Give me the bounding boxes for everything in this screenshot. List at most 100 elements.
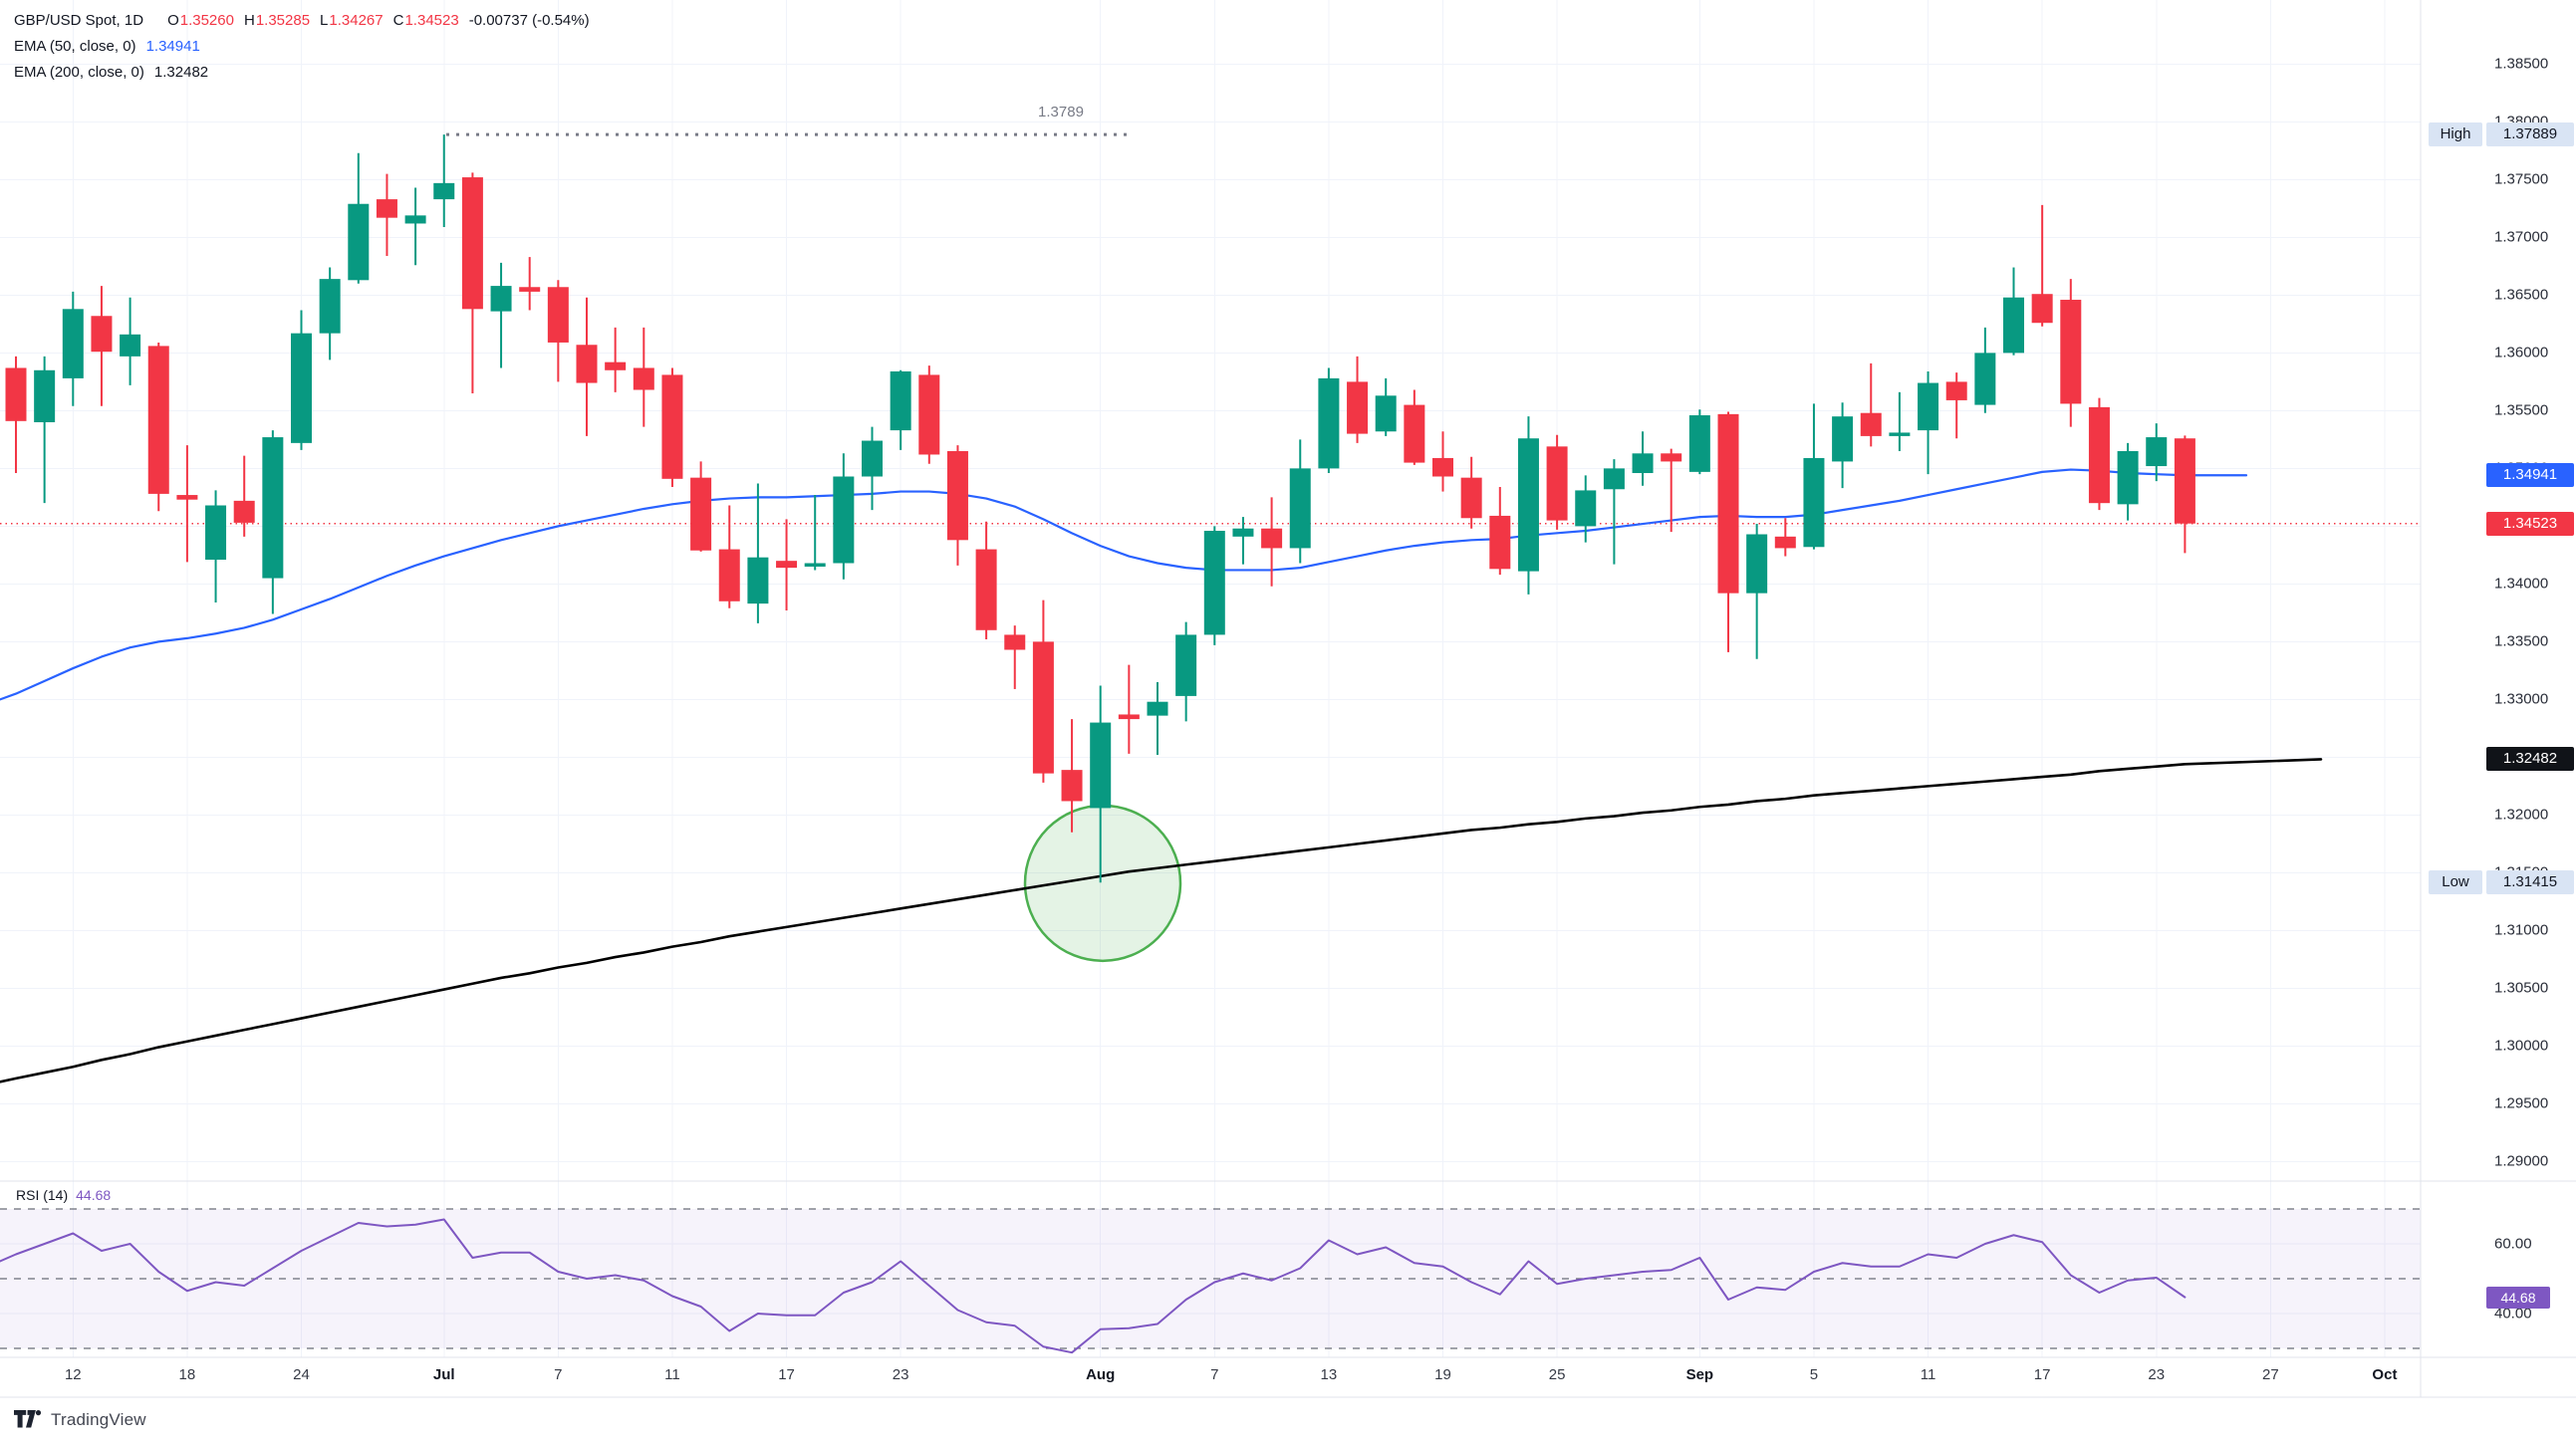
candle-jul-9: [605, 327, 627, 392]
date-tick-label[interactable]: 18: [178, 1366, 196, 1383]
price-tick-label[interactable]: 1.33000: [2494, 690, 2549, 708]
date-tick-label[interactable]: 11: [1920, 1366, 1936, 1383]
candle-jul-14: [690, 461, 712, 552]
price-badge-red: 1.34523: [2486, 511, 2574, 536]
price-tick-label[interactable]: 1.36000: [2494, 344, 2549, 361]
date-tick-label[interactable]: 7: [1210, 1366, 1219, 1383]
rsi-value: 44.68: [76, 1187, 112, 1203]
candle-aug-5: [1147, 681, 1168, 756]
candle-jun-30: [404, 187, 426, 266]
ema50-line[interactable]: [0, 468, 2248, 701]
price-badge-blue: 1.34941: [2486, 463, 2574, 488]
candle-aug-12: [1289, 439, 1311, 564]
price-tick-label[interactable]: 1.30000: [2494, 1037, 2549, 1055]
circle-annotation[interactable]: [1023, 804, 1182, 963]
date-tick-label[interactable]: Aug: [1086, 1366, 1116, 1383]
high-annotation-label[interactable]: 1.3789: [1038, 104, 1084, 121]
candle-sep-8: [1832, 402, 1854, 489]
candle-jul-17: [776, 519, 798, 611]
price-tick-label[interactable]: 1.37000: [2494, 228, 2549, 246]
rsi-legend-row[interactable]: RSI (14) 44.68: [16, 1187, 111, 1203]
tradingview-watermark-text: TradingView: [51, 1410, 146, 1429]
candle-jul-24: [918, 365, 940, 464]
date-tick-label[interactable]: 17: [778, 1366, 795, 1383]
price-tick-label[interactable]: 1.34000: [2494, 575, 2549, 593]
date-tick-label[interactable]: 23: [2148, 1366, 2166, 1383]
candle-jun-17: [147, 342, 169, 512]
price-tick-label[interactable]: 1.37500: [2494, 170, 2549, 188]
price-tick-label[interactable]: 1.31000: [2494, 921, 2549, 939]
candle-jul-7: [547, 280, 569, 382]
rsi-value-badge: 44.68: [2486, 1286, 2550, 1309]
price-badge-black: 1.32482: [2486, 747, 2574, 772]
candle-aug-21: [1489, 486, 1511, 576]
date-tick-label[interactable]: 17: [2033, 1366, 2051, 1383]
price-tick-label[interactable]: 1.38500: [2494, 55, 2549, 73]
ema200-label: EMA (200, close, 0): [14, 64, 144, 81]
ema50-legend-row[interactable]: EMA (50, close, 0) 1.34941: [14, 34, 590, 60]
price-tick-label[interactable]: 1.35500: [2494, 401, 2549, 419]
price-tick-label[interactable]: 1.29500: [2494, 1094, 2549, 1112]
rsi-tick-label[interactable]: 40.00: [2494, 1305, 2532, 1323]
candle-sep-11: [1918, 370, 1939, 475]
close-key: C: [392, 12, 404, 29]
candle-aug-4: [1118, 664, 1140, 754]
candle-jul-23: [890, 369, 911, 450]
high-value: 1.35285: [255, 12, 311, 29]
date-tick-label[interactable]: 19: [1434, 1366, 1451, 1383]
candle-jul-30: [1032, 600, 1054, 783]
candle-jun-16: [120, 297, 141, 385]
rsi-pane: [0, 1208, 2421, 1349]
date-tick-label[interactable]: Jul: [432, 1366, 455, 1383]
price-tick-label[interactable]: 1.36500: [2494, 286, 2549, 304]
low-key: L: [320, 12, 329, 29]
ema50-label: EMA (50, close, 0): [14, 38, 136, 55]
date-tick-label[interactable]: 27: [2262, 1366, 2279, 1383]
tradingview-logo-icon: [14, 1410, 42, 1428]
date-tick-label[interactable]: Oct: [2372, 1366, 2398, 1383]
candle-aug-13: [1318, 367, 1340, 474]
candle-jun-24: [291, 310, 312, 450]
date-tick-label[interactable]: 5: [1809, 1366, 1819, 1383]
date-tick-label[interactable]: 25: [1548, 1366, 1566, 1383]
candle-jun-11: [34, 356, 56, 504]
candle-sep-2: [1717, 411, 1739, 652]
date-tick-label[interactable]: Sep: [1685, 1366, 1714, 1383]
symbol-title: GBP/USD Spot, 1D: [14, 12, 144, 29]
ema50-value: 1.34941: [145, 38, 200, 55]
rsi-label: RSI (14): [16, 1187, 69, 1203]
candle-aug-27: [1603, 459, 1625, 565]
high-key: H: [243, 12, 255, 29]
candle-jul-4: [519, 257, 541, 311]
candle-jun-13: [91, 286, 113, 406]
low-value: 1.34267: [329, 12, 384, 29]
candle-jul-10: [633, 327, 654, 427]
date-tick-label[interactable]: 24: [293, 1366, 310, 1383]
candle-sep-9: [1860, 362, 1882, 447]
price-tick-label[interactable]: 1.29000: [2494, 1152, 2549, 1170]
candle-sep-15: [1974, 327, 1996, 413]
date-tick-label[interactable]: 7: [554, 1366, 563, 1383]
candle-jun-10: [5, 356, 27, 474]
ema200-legend-row[interactable]: EMA (200, close, 0) 1.32482: [14, 60, 590, 86]
price-tick-label[interactable]: 1.32000: [2494, 806, 2549, 824]
date-tick-label[interactable]: 13: [1320, 1366, 1338, 1383]
symbol-legend-row[interactable]: GBP/USD Spot, 1D O1.35260 H1.35285 L1.34267…: [14, 8, 590, 34]
candle-sep-18: [2060, 279, 2082, 427]
rsi-tick-label[interactable]: 60.00: [2494, 1235, 2532, 1253]
price-tick-label[interactable]: 1.33500: [2494, 632, 2549, 650]
date-tick-label[interactable]: 23: [892, 1366, 909, 1383]
date-tick-label[interactable]: 11: [664, 1366, 680, 1383]
candle-jul-21: [833, 453, 855, 580]
date-tick-label[interactable]: 12: [64, 1366, 82, 1383]
candle-aug-26: [1575, 475, 1597, 543]
candle-aug-18: [1404, 389, 1425, 465]
candle-sep-17: [2031, 204, 2053, 327]
tradingview-watermark[interactable]: TradingView: [14, 1410, 146, 1430]
price-tick-label[interactable]: 1.30500: [2494, 979, 2549, 997]
change-value: -0.00737 (-0.54%): [468, 12, 590, 29]
candle-jun-19: [205, 490, 227, 602]
rsi-line[interactable]: [0, 1218, 2187, 1354]
rsi-band: [0, 1209, 2421, 1348]
